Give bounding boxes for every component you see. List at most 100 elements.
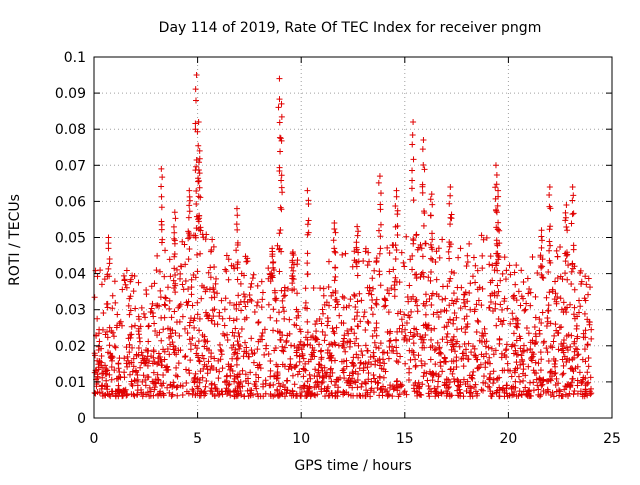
data-point [326,355,333,362]
data-point [354,232,361,239]
data-point [321,337,328,344]
data-point [169,339,176,346]
data-point [237,388,244,395]
data-point [292,363,299,370]
x-tick-label: 0 [90,431,99,447]
data-point [298,388,305,395]
data-point [304,250,311,257]
data-point [497,277,504,284]
data-point [585,379,592,386]
data-point [121,276,128,283]
data-point [200,234,207,241]
data-point [294,371,301,378]
data-point [392,255,399,262]
data-point [248,280,255,287]
data-point [251,349,258,356]
data-point [516,388,523,395]
data-point [173,364,180,371]
data-point [426,295,433,302]
data-point [462,289,469,296]
data-point [250,359,257,366]
data-point [371,327,378,334]
data-point [105,234,112,241]
data-point [115,393,122,400]
data-point [434,339,441,346]
data-point [356,290,363,297]
data-point [379,389,386,396]
data-point [242,253,249,260]
data-point [544,378,551,385]
data-point [559,371,566,378]
data-point [194,345,201,352]
data-point [576,297,583,304]
data-point [271,372,278,379]
data-point [158,392,165,399]
data-point [162,302,169,309]
data-point [557,273,564,280]
data-point [166,351,173,358]
data-point [144,347,151,354]
data-point [402,332,409,339]
data-point [129,272,136,279]
data-point [205,346,212,353]
data-point [151,358,158,365]
data-point [517,361,524,368]
data-point [587,284,594,291]
data-point [463,313,470,320]
data-point [344,327,351,334]
data-point [349,360,356,367]
data-point [287,361,294,368]
data-point [468,349,475,356]
data-point [355,342,362,349]
data-point [98,345,105,352]
data-point [307,391,314,398]
data-point [134,382,141,389]
data-point [150,348,157,355]
x-axis-label: GPS time / hours [294,458,411,474]
data-point [137,338,144,345]
data-point [441,379,448,386]
x-tick-label: 5 [193,431,202,447]
data-point [418,358,425,365]
data-point [377,245,384,252]
data-point [558,340,565,347]
data-point [420,336,427,343]
data-point [458,325,465,332]
data-point [231,375,238,382]
data-point [191,315,198,322]
data-point [219,315,226,322]
data-point [555,380,562,387]
data-point [432,346,439,353]
data-point [360,313,367,320]
data-point [191,379,198,386]
data-point [450,290,457,297]
data-point [250,271,257,278]
data-point [538,356,545,363]
data-point [328,340,335,347]
data-point [437,363,444,370]
y-tick-label: 0.04 [55,267,86,283]
data-point [579,393,586,400]
data-point [547,259,554,266]
data-point [247,369,254,376]
data-point [265,301,272,308]
data-point [247,392,254,399]
data-point [376,173,383,180]
data-point [427,212,434,219]
data-point [106,324,113,331]
data-point [186,336,193,343]
data-point [243,258,250,265]
data-point [293,352,300,359]
data-point [188,276,195,283]
data-point [158,226,165,233]
data-point [393,358,400,365]
data-point [247,387,254,394]
data-point [153,267,160,274]
data-point [322,332,329,339]
data-point [427,356,434,363]
data-point [419,146,426,153]
data-point [265,351,272,358]
data-point [212,386,219,393]
data-point [295,344,302,351]
